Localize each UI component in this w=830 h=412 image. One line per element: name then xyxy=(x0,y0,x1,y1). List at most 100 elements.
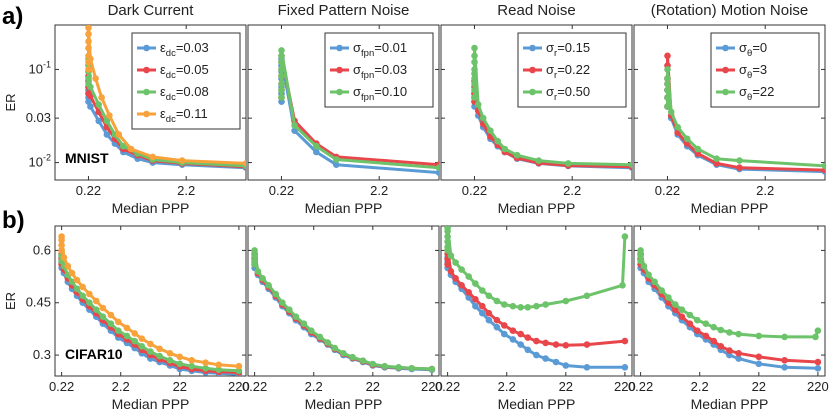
x-tick-label: 220 xyxy=(807,379,829,394)
data-point xyxy=(333,161,340,168)
legend-item: σθ=3 xyxy=(716,62,767,81)
data-point xyxy=(176,360,184,368)
data-point xyxy=(471,86,478,94)
legend-item: σr=0.50 xyxy=(523,84,590,103)
chart-panel: Dark Current 0.22 2.2 10-2 0.03 10-1 Median PP… xyxy=(3,2,247,216)
data-point xyxy=(444,233,451,240)
y-tick-label: 10-2 xyxy=(29,153,51,170)
x-tick-label: 0.22 xyxy=(269,183,294,198)
data-point xyxy=(188,357,195,364)
legend-item: εdc=0.08 xyxy=(137,84,209,103)
legend-item: εdc=0.03 xyxy=(137,40,209,59)
data-point xyxy=(452,275,459,282)
data-point xyxy=(814,327,822,335)
series-group xyxy=(278,47,439,176)
series-group xyxy=(444,226,629,371)
plot-frame xyxy=(440,225,633,377)
panel-title: Dark Current xyxy=(108,2,195,19)
data-point xyxy=(435,164,439,171)
data-point xyxy=(251,252,258,259)
data-point xyxy=(667,108,675,116)
x-tick-label: 0.22 xyxy=(655,183,680,198)
data-point xyxy=(621,233,629,240)
data-point xyxy=(85,25,92,32)
data-point xyxy=(474,101,482,108)
data-point xyxy=(202,365,209,372)
data-point xyxy=(479,114,487,122)
data-point xyxy=(694,316,701,324)
x-tick-label: 220 xyxy=(421,379,443,394)
data-point xyxy=(127,145,135,153)
legend: σθ=0 σθ=3 σθ=22 xyxy=(710,32,820,108)
legend-swatch-marker xyxy=(529,44,536,52)
data-point xyxy=(494,137,502,145)
data-point xyxy=(814,365,822,372)
x-tick-label: 0.22 xyxy=(76,183,101,198)
data-point xyxy=(123,332,131,340)
data-point xyxy=(95,101,102,108)
legend-label: εdc=0.05 xyxy=(160,62,209,81)
data-point xyxy=(278,58,285,66)
dataset-label: CIFAR10 xyxy=(65,346,123,362)
plot-frame xyxy=(633,24,826,181)
data-point xyxy=(166,350,174,357)
data-point xyxy=(156,352,163,360)
x-tick-label: 22 xyxy=(173,379,187,394)
data-point xyxy=(686,320,694,328)
data-point xyxy=(64,262,72,270)
data-point xyxy=(68,278,76,286)
data-point xyxy=(485,316,493,324)
data-point xyxy=(686,311,694,319)
data-point xyxy=(85,66,92,73)
data-point xyxy=(85,38,92,45)
data-point xyxy=(265,282,272,289)
legend-label: σθ=0 xyxy=(739,40,767,59)
data-point xyxy=(735,355,742,362)
data-point xyxy=(493,316,501,324)
data-point xyxy=(493,297,501,305)
legend: εdc=0.03 εdc=0.05 εdc=0.08 εdc=0.11 xyxy=(131,32,241,130)
legend-swatch-marker xyxy=(722,88,729,96)
data-point xyxy=(552,341,560,348)
data-point xyxy=(471,80,478,88)
data-point xyxy=(147,348,154,355)
data-point xyxy=(428,365,436,373)
data-point xyxy=(166,357,174,364)
data-point xyxy=(87,55,94,63)
data-point xyxy=(435,169,439,176)
legend-label: σfpn=0.03 xyxy=(353,62,407,81)
legend-swatch-marker xyxy=(143,66,150,74)
chart-panel: 0.22 2.2 22 220 Median PPP xyxy=(242,225,443,412)
data-point xyxy=(479,302,486,310)
x-axis-label: Median PPP xyxy=(112,396,190,412)
data-point xyxy=(517,304,524,311)
data-point xyxy=(755,332,763,340)
data-point xyxy=(694,145,702,153)
data-point xyxy=(812,333,819,341)
row-label-a: a) xyxy=(2,3,23,30)
data-point xyxy=(564,160,572,167)
data-point xyxy=(471,94,478,101)
data-point xyxy=(562,342,570,349)
data-point xyxy=(702,332,710,340)
data-point xyxy=(178,157,186,164)
data-point xyxy=(651,278,658,286)
series-group xyxy=(58,233,243,376)
legend-swatch-marker xyxy=(722,66,729,74)
data-point xyxy=(452,259,459,266)
data-point xyxy=(472,296,479,303)
x-tick-label: 2.2 xyxy=(756,183,774,198)
data-point xyxy=(672,306,679,314)
legend-swatch-marker xyxy=(529,88,536,96)
data-point xyxy=(672,301,679,308)
data-point xyxy=(735,350,742,357)
data-point xyxy=(458,282,465,289)
data-point xyxy=(472,280,479,287)
data-point xyxy=(645,271,652,279)
data-point xyxy=(58,247,65,254)
plot-frame xyxy=(54,24,247,181)
data-point xyxy=(395,364,402,371)
x-tick-label: 0.22 xyxy=(49,379,74,394)
data-point xyxy=(359,357,367,365)
x-tick-label: 22 xyxy=(366,379,380,394)
